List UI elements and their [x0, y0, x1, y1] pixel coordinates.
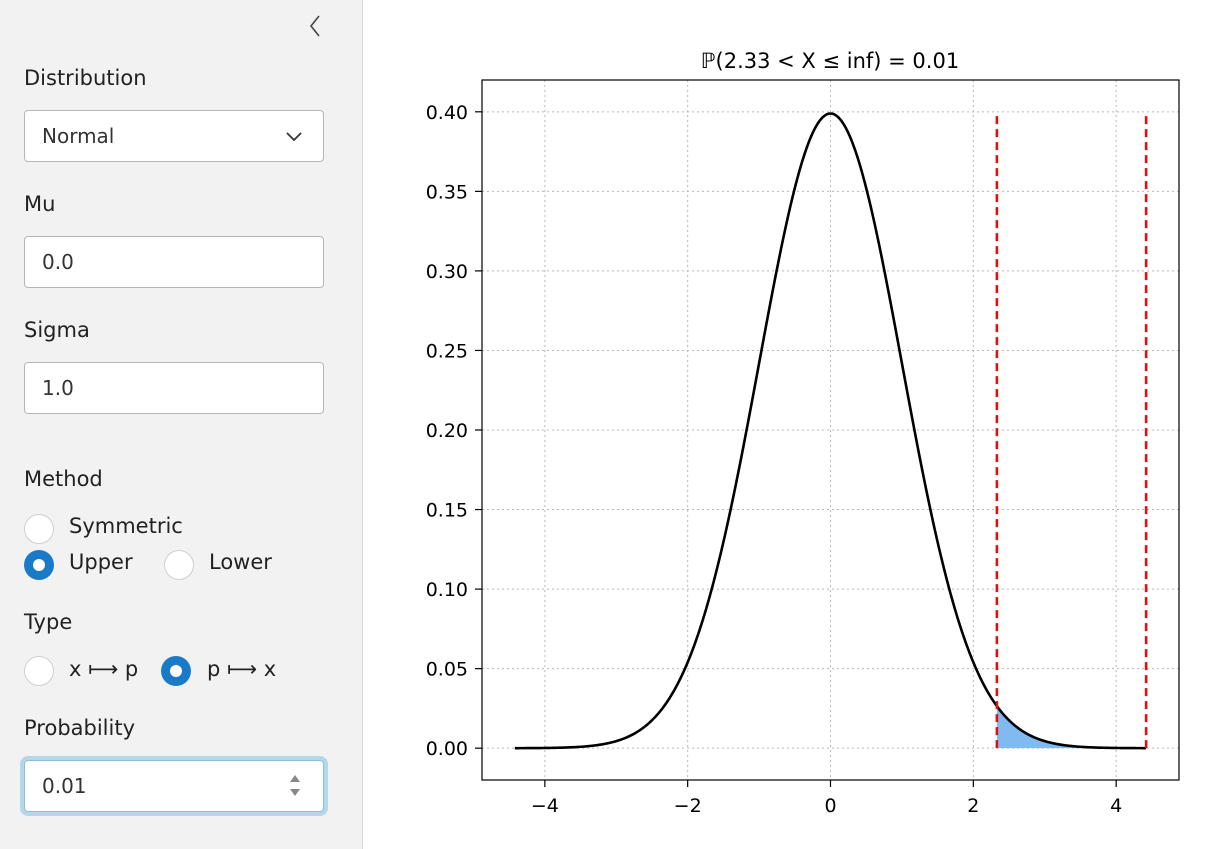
probability-input[interactable]: [42, 761, 282, 811]
distribution-label: Distribution: [24, 66, 147, 90]
probability-field-box: [24, 760, 324, 812]
y-tick-label: 0.40: [426, 102, 468, 124]
chevron-down-icon: [286, 132, 302, 142]
y-tick-label: 0.30: [426, 261, 468, 283]
y-tick-label: 0.10: [426, 579, 468, 601]
collapse-sidebar-button[interactable]: [303, 12, 327, 40]
chevron-left-icon: [309, 15, 320, 37]
type-x-to-p-radio[interactable]: [24, 656, 54, 686]
y-tick-label: 0.05: [426, 659, 468, 681]
method-upper-radio[interactable]: [24, 550, 54, 580]
x-tick-label: −4: [531, 795, 559, 817]
x-tick-label: 4: [1110, 795, 1122, 817]
type-p-to-x-label: p ⟼ x: [207, 657, 277, 681]
method-label: Method: [24, 467, 103, 491]
method-symmetric-radio[interactable]: [24, 514, 54, 544]
sidebar: Distribution Normal Mu Sigma Method Symm…: [0, 0, 363, 849]
x-tick-label: 2: [967, 795, 979, 817]
y-axis: 0.00 0.05 0.10 0.15 0.20 0.25 0.30 0.35 0.40: [426, 102, 482, 760]
sigma-input[interactable]: [42, 363, 282, 413]
method-symmetric-label: Symmetric: [69, 514, 183, 538]
type-x-to-p-label: x ⟼ p: [69, 657, 139, 681]
chart-grid: [482, 80, 1179, 780]
method-upper-label: Upper: [69, 550, 133, 574]
sigma-field-box: [24, 362, 324, 414]
y-tick-label: 0.25: [426, 340, 468, 362]
distribution-select[interactable]: Normal: [24, 110, 324, 162]
method-lower-label: Lower: [209, 550, 272, 574]
sigma-label: Sigma: [24, 318, 90, 342]
y-tick-label: 0.35: [426, 181, 468, 203]
mu-input[interactable]: [42, 237, 282, 287]
shaded-probability-area: [996, 706, 1147, 749]
number-stepper-icon[interactable]: [289, 773, 301, 799]
x-tick-label: −2: [674, 795, 702, 817]
cutoff-lines: [995, 113, 1148, 749]
y-tick-label: 0.15: [426, 500, 468, 522]
type-label: Type: [24, 610, 73, 634]
method-lower-radio[interactable]: [164, 550, 194, 580]
x-axis: −4 −2 0 2 4: [531, 780, 1122, 817]
chart-title: ℙ(2.33 < X ≤ inf) = 0.01: [701, 49, 959, 73]
mu-field-box: [24, 236, 324, 288]
distribution-selected-value: Normal: [42, 124, 115, 148]
density-curve: [514, 112, 1147, 750]
y-tick-label: 0.20: [426, 420, 468, 442]
probability-label: Probability: [24, 716, 136, 740]
distribution-chart: −4 −2 0 2 4 0.00 0.05 0.10 0.15 0.20 0.25 0.30 0.35…: [426, 49, 1180, 817]
mu-label: Mu: [24, 192, 56, 216]
x-tick-label: 0: [824, 795, 836, 817]
y-tick-label: 0.00: [426, 738, 468, 760]
type-p-to-x-radio[interactable]: [161, 656, 191, 686]
